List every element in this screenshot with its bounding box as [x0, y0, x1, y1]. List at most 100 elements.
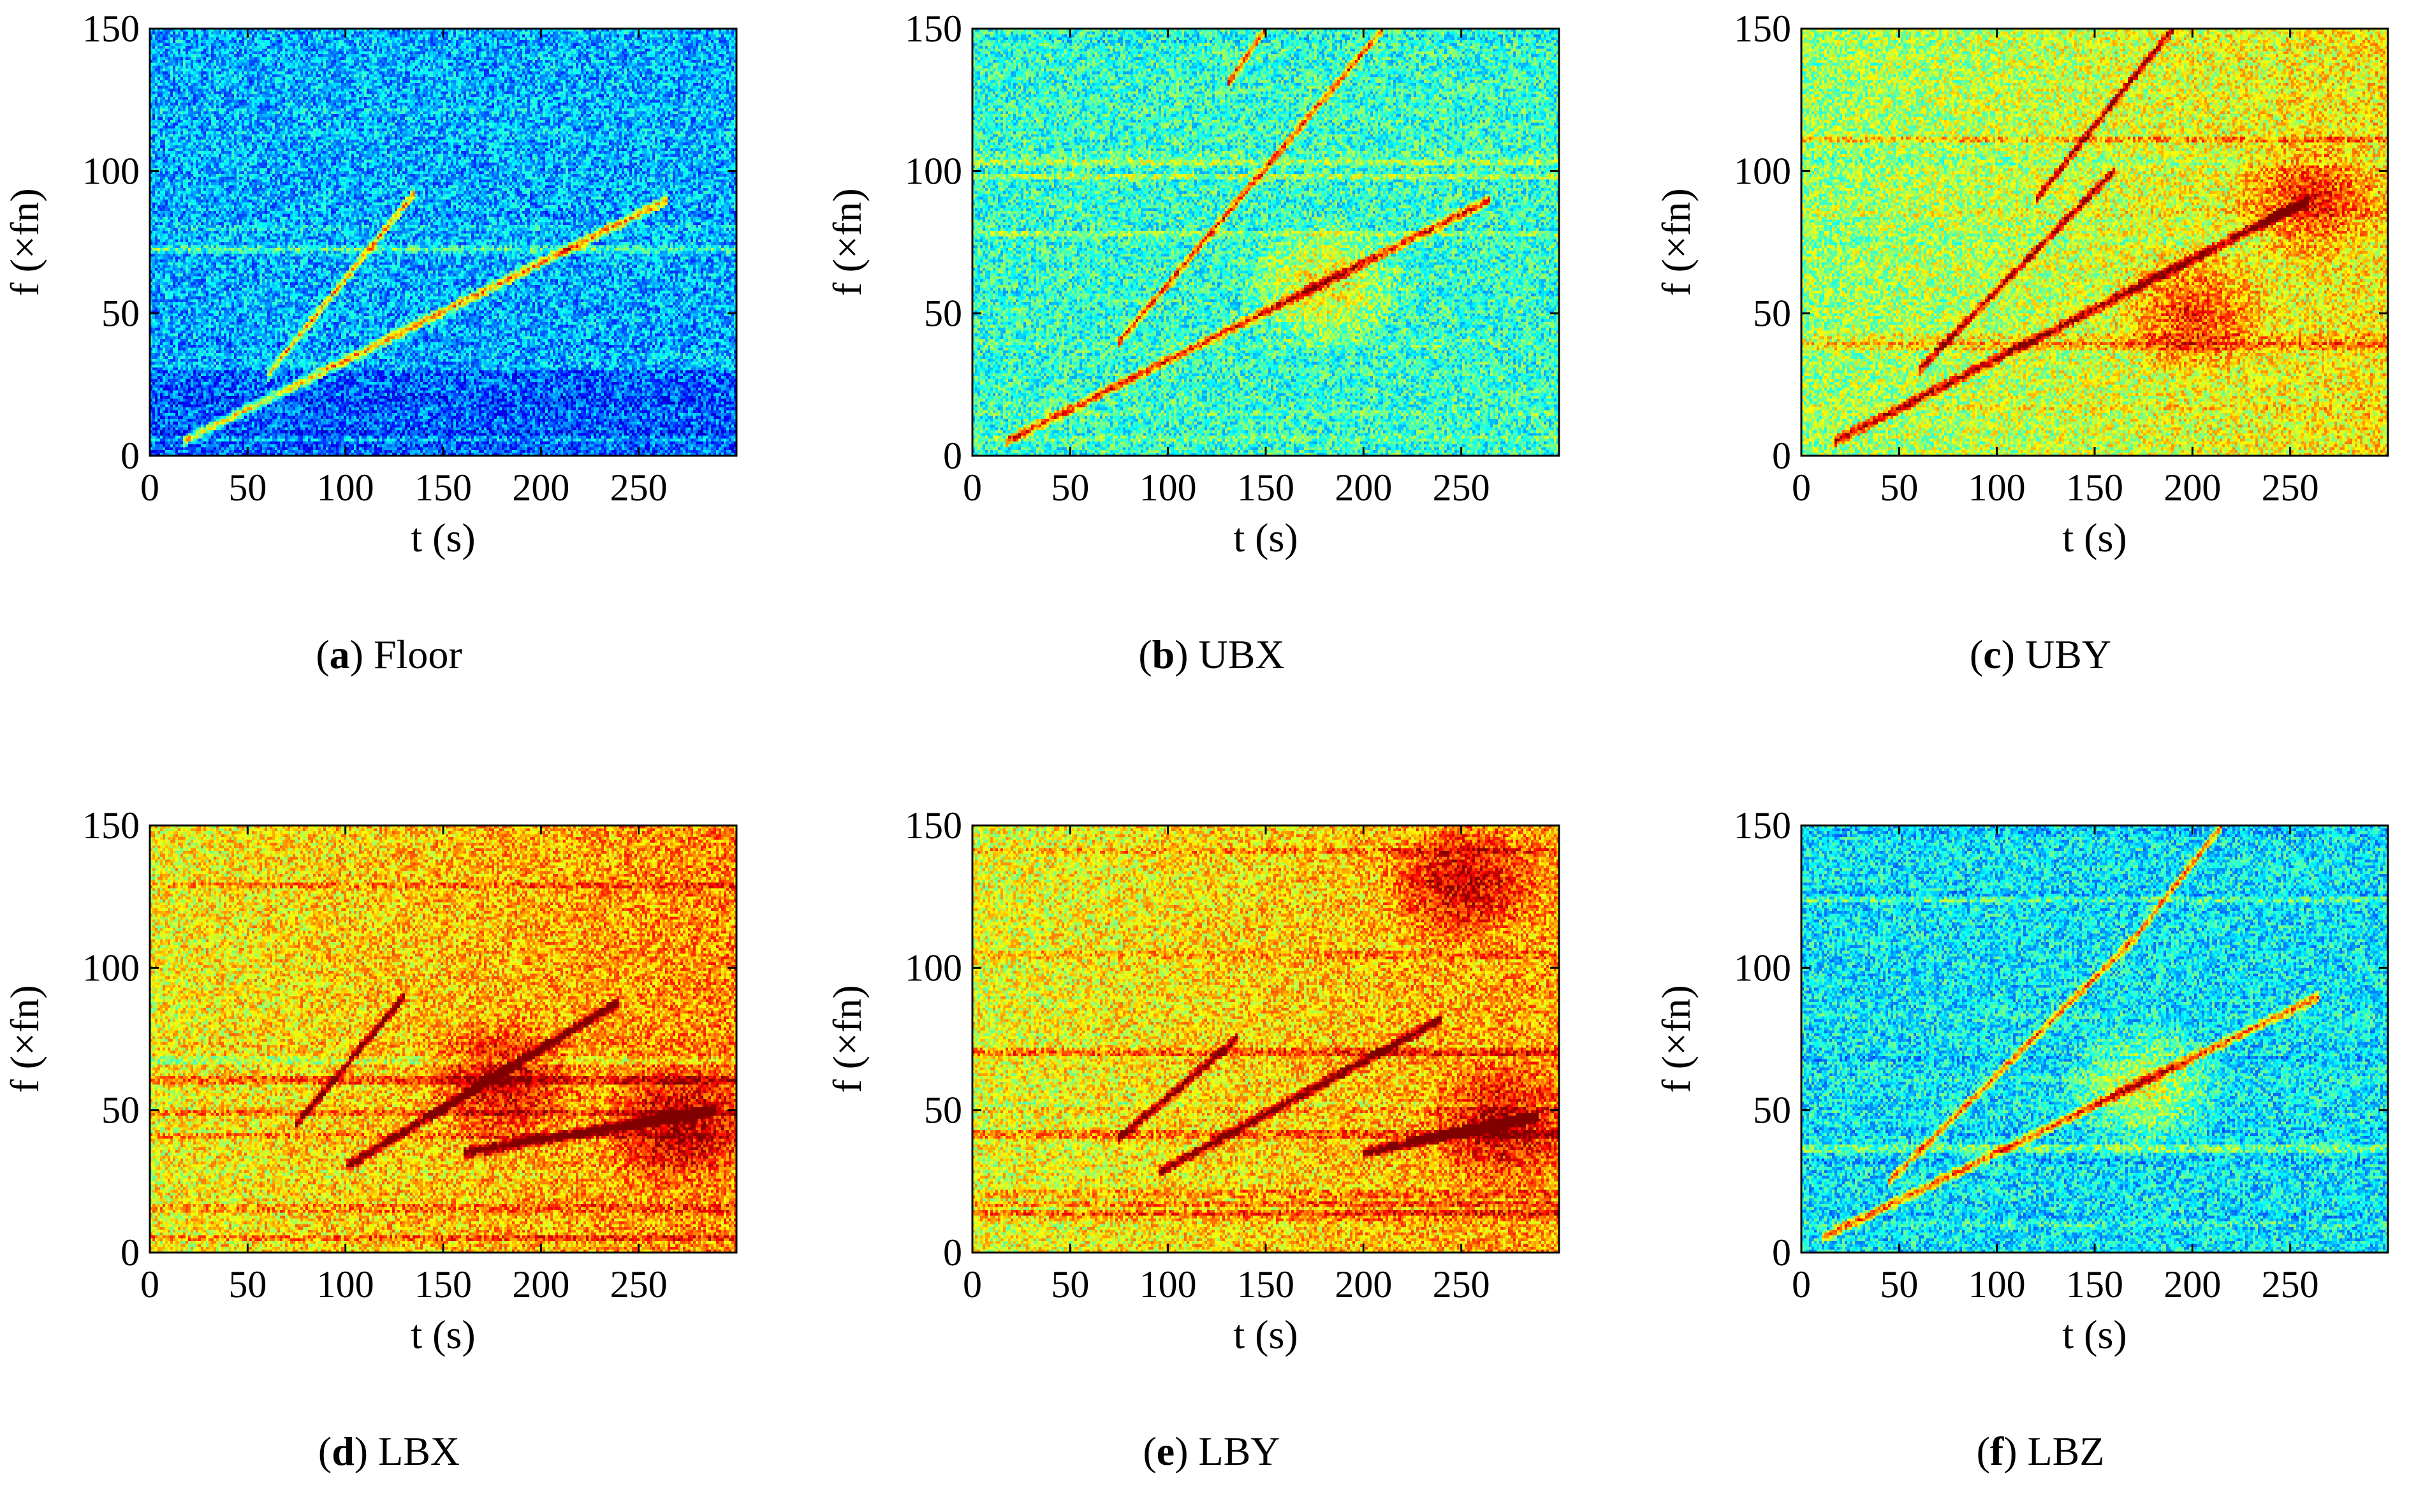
y-axis-label: f (×fn): [1653, 188, 1699, 296]
panel-caption-label: UBY: [2025, 632, 2112, 677]
y-tick-label: 50: [1753, 293, 1791, 335]
x-tick-label: 50: [1051, 467, 1089, 509]
y-tick-label: 50: [924, 293, 962, 335]
x-tick-label: 50: [1051, 1263, 1089, 1305]
y-tick-label: 150: [1734, 8, 1791, 50]
x-tick-label: 150: [2066, 467, 2123, 509]
x-axis-label: t (s): [1233, 1312, 1298, 1357]
x-tick-label: 250: [610, 467, 668, 509]
x-axis-label: t (s): [1233, 515, 1298, 560]
chart-svg-b: 0 50 100 150 200 250 0 50 100 150 t (s) f (×fn): [824, 8, 1560, 560]
x-tick-label: 200: [512, 467, 569, 509]
y-tick-label: 50: [1753, 1089, 1791, 1131]
y-tick-label: 0: [121, 1232, 140, 1274]
panel-caption-letter: d: [332, 1428, 355, 1474]
y-axis-label: f (×fn): [824, 985, 870, 1093]
chart-svg-f: 0 50 100 150 200 250 0 50 100 150 t (s) f (×fn): [1653, 804, 2389, 1357]
x-tick-label: 50: [1880, 1263, 1918, 1305]
panel-caption-label: LBX: [378, 1428, 460, 1474]
x-axis-label: t (s): [411, 1312, 475, 1357]
panel-caption-label: UBX: [1198, 632, 1285, 677]
y-tick-label: 0: [1772, 435, 1791, 477]
spectrogram-heatmap: [1801, 29, 2388, 456]
panel-caption-letter: f: [1989, 1428, 2004, 1474]
x-tick-label: 250: [2262, 467, 2319, 509]
y-tick-label: 100: [82, 947, 140, 989]
x-tick-label: 100: [317, 1263, 374, 1305]
panel-caption-letter: a: [329, 632, 350, 677]
y-tick-label: 100: [905, 947, 962, 989]
panel-caption: (f) LBZ: [1976, 1428, 2105, 1474]
spectrogram-heatmap: [972, 29, 1559, 456]
x-tick-label: 100: [1139, 467, 1197, 509]
x-tick-label: 250: [1433, 467, 1490, 509]
chart-svg-d: 0 50 100 150 200 250 0 50 100 150 t (s) f (×fn): [2, 804, 738, 1357]
y-tick-label: 100: [82, 150, 140, 192]
x-axis-label: t (s): [2062, 515, 2127, 560]
y-axis-label: f (×fn): [1653, 985, 1699, 1093]
x-tick-label: 200: [512, 1263, 569, 1305]
panel-caption-letter: c: [1983, 632, 2002, 677]
x-tick-label: 250: [2262, 1263, 2319, 1305]
panel-caption: (c) UBY: [1969, 632, 2112, 677]
panel-caption: (b) UBX: [1138, 632, 1285, 677]
y-tick-label: 100: [1734, 947, 1791, 989]
y-axis-label: f (×fn): [2, 188, 47, 296]
spectrogram-heatmap: [972, 825, 1559, 1253]
x-axis-label: t (s): [2062, 1312, 2127, 1357]
x-tick-label: 150: [1237, 1263, 1294, 1305]
x-tick-label: 250: [610, 1263, 668, 1305]
chart-panel-c: 0 50 100 150 200 250 0 50 100 150 t (s) f (×fn) (c) …: [1651, 0, 2409, 701]
x-tick-label: 250: [1433, 1263, 1490, 1305]
x-tick-label: 50: [1880, 467, 1918, 509]
x-tick-label: 150: [414, 467, 472, 509]
spectrogram-heatmap: [1801, 825, 2388, 1253]
y-tick-label: 150: [905, 8, 962, 50]
x-tick-label: 50: [228, 467, 267, 509]
chart-panel-a: 0 50 100 150 200 250 0 50 100 150 t (s) f (×fn) (a) …: [0, 0, 778, 701]
panel-caption: (a) Floor: [316, 632, 462, 677]
x-tick-label: 0: [1792, 467, 1811, 509]
x-tick-label: 150: [414, 1263, 472, 1305]
y-tick-label: 150: [905, 804, 962, 847]
panel-caption-letter: b: [1152, 632, 1175, 677]
chart-svg-a: 0 50 100 150 200 250 0 50 100 150 t (s) f (×fn): [2, 8, 738, 560]
x-tick-label: 100: [1968, 467, 2026, 509]
y-tick-label: 150: [82, 804, 140, 847]
x-tick-label: 150: [2066, 1263, 2123, 1305]
y-axis-label: f (×fn): [824, 188, 870, 296]
y-tick-label: 150: [1734, 804, 1791, 847]
x-tick-label: 0: [140, 1263, 159, 1305]
panel-caption: (e) LBY: [1143, 1428, 1280, 1474]
x-tick-label: 0: [1792, 1263, 1811, 1305]
y-tick-label: 150: [82, 8, 140, 50]
chart-svg-c: 0 50 100 150 200 250 0 50 100 150 t (s) f (×fn): [1653, 8, 2389, 560]
panel-caption-label: Floor: [373, 632, 462, 677]
y-axis-label: f (×fn): [2, 985, 47, 1093]
chart-panel-d: 0 50 100 150 200 250 0 50 100 150 t (s) f (×fn) (d) …: [0, 797, 778, 1498]
y-tick-label: 0: [943, 1232, 962, 1274]
x-tick-label: 50: [228, 1263, 267, 1305]
chart-panel-e: 0 50 100 150 200 250 0 50 100 150 t (s) f (×fn) (e) …: [823, 797, 1600, 1498]
x-tick-label: 100: [1139, 1263, 1197, 1305]
panel-caption: (d) LBX: [318, 1428, 460, 1474]
x-axis-label: t (s): [411, 515, 475, 560]
spectrogram-heatmap: [150, 825, 736, 1253]
x-tick-label: 0: [963, 1263, 982, 1305]
chart-svg-e: 0 50 100 150 200 250 0 50 100 150 t (s) f (×fn): [824, 804, 1560, 1357]
x-tick-label: 100: [317, 467, 374, 509]
chart-panel-f: 0 50 100 150 200 250 0 50 100 150 t (s) f (×fn) (f) …: [1651, 797, 2409, 1498]
y-tick-label: 50: [101, 293, 140, 335]
y-tick-label: 100: [1734, 150, 1791, 192]
x-tick-label: 0: [140, 467, 159, 509]
x-tick-label: 200: [2164, 467, 2221, 509]
x-tick-label: 100: [1968, 1263, 2026, 1305]
y-tick-label: 0: [943, 435, 962, 477]
spectrogram-heatmap: [150, 29, 736, 456]
x-tick-label: 0: [963, 467, 982, 509]
y-tick-label: 0: [121, 435, 140, 477]
y-tick-label: 50: [101, 1089, 140, 1131]
x-tick-label: 200: [1335, 467, 1392, 509]
y-tick-label: 50: [924, 1089, 962, 1131]
